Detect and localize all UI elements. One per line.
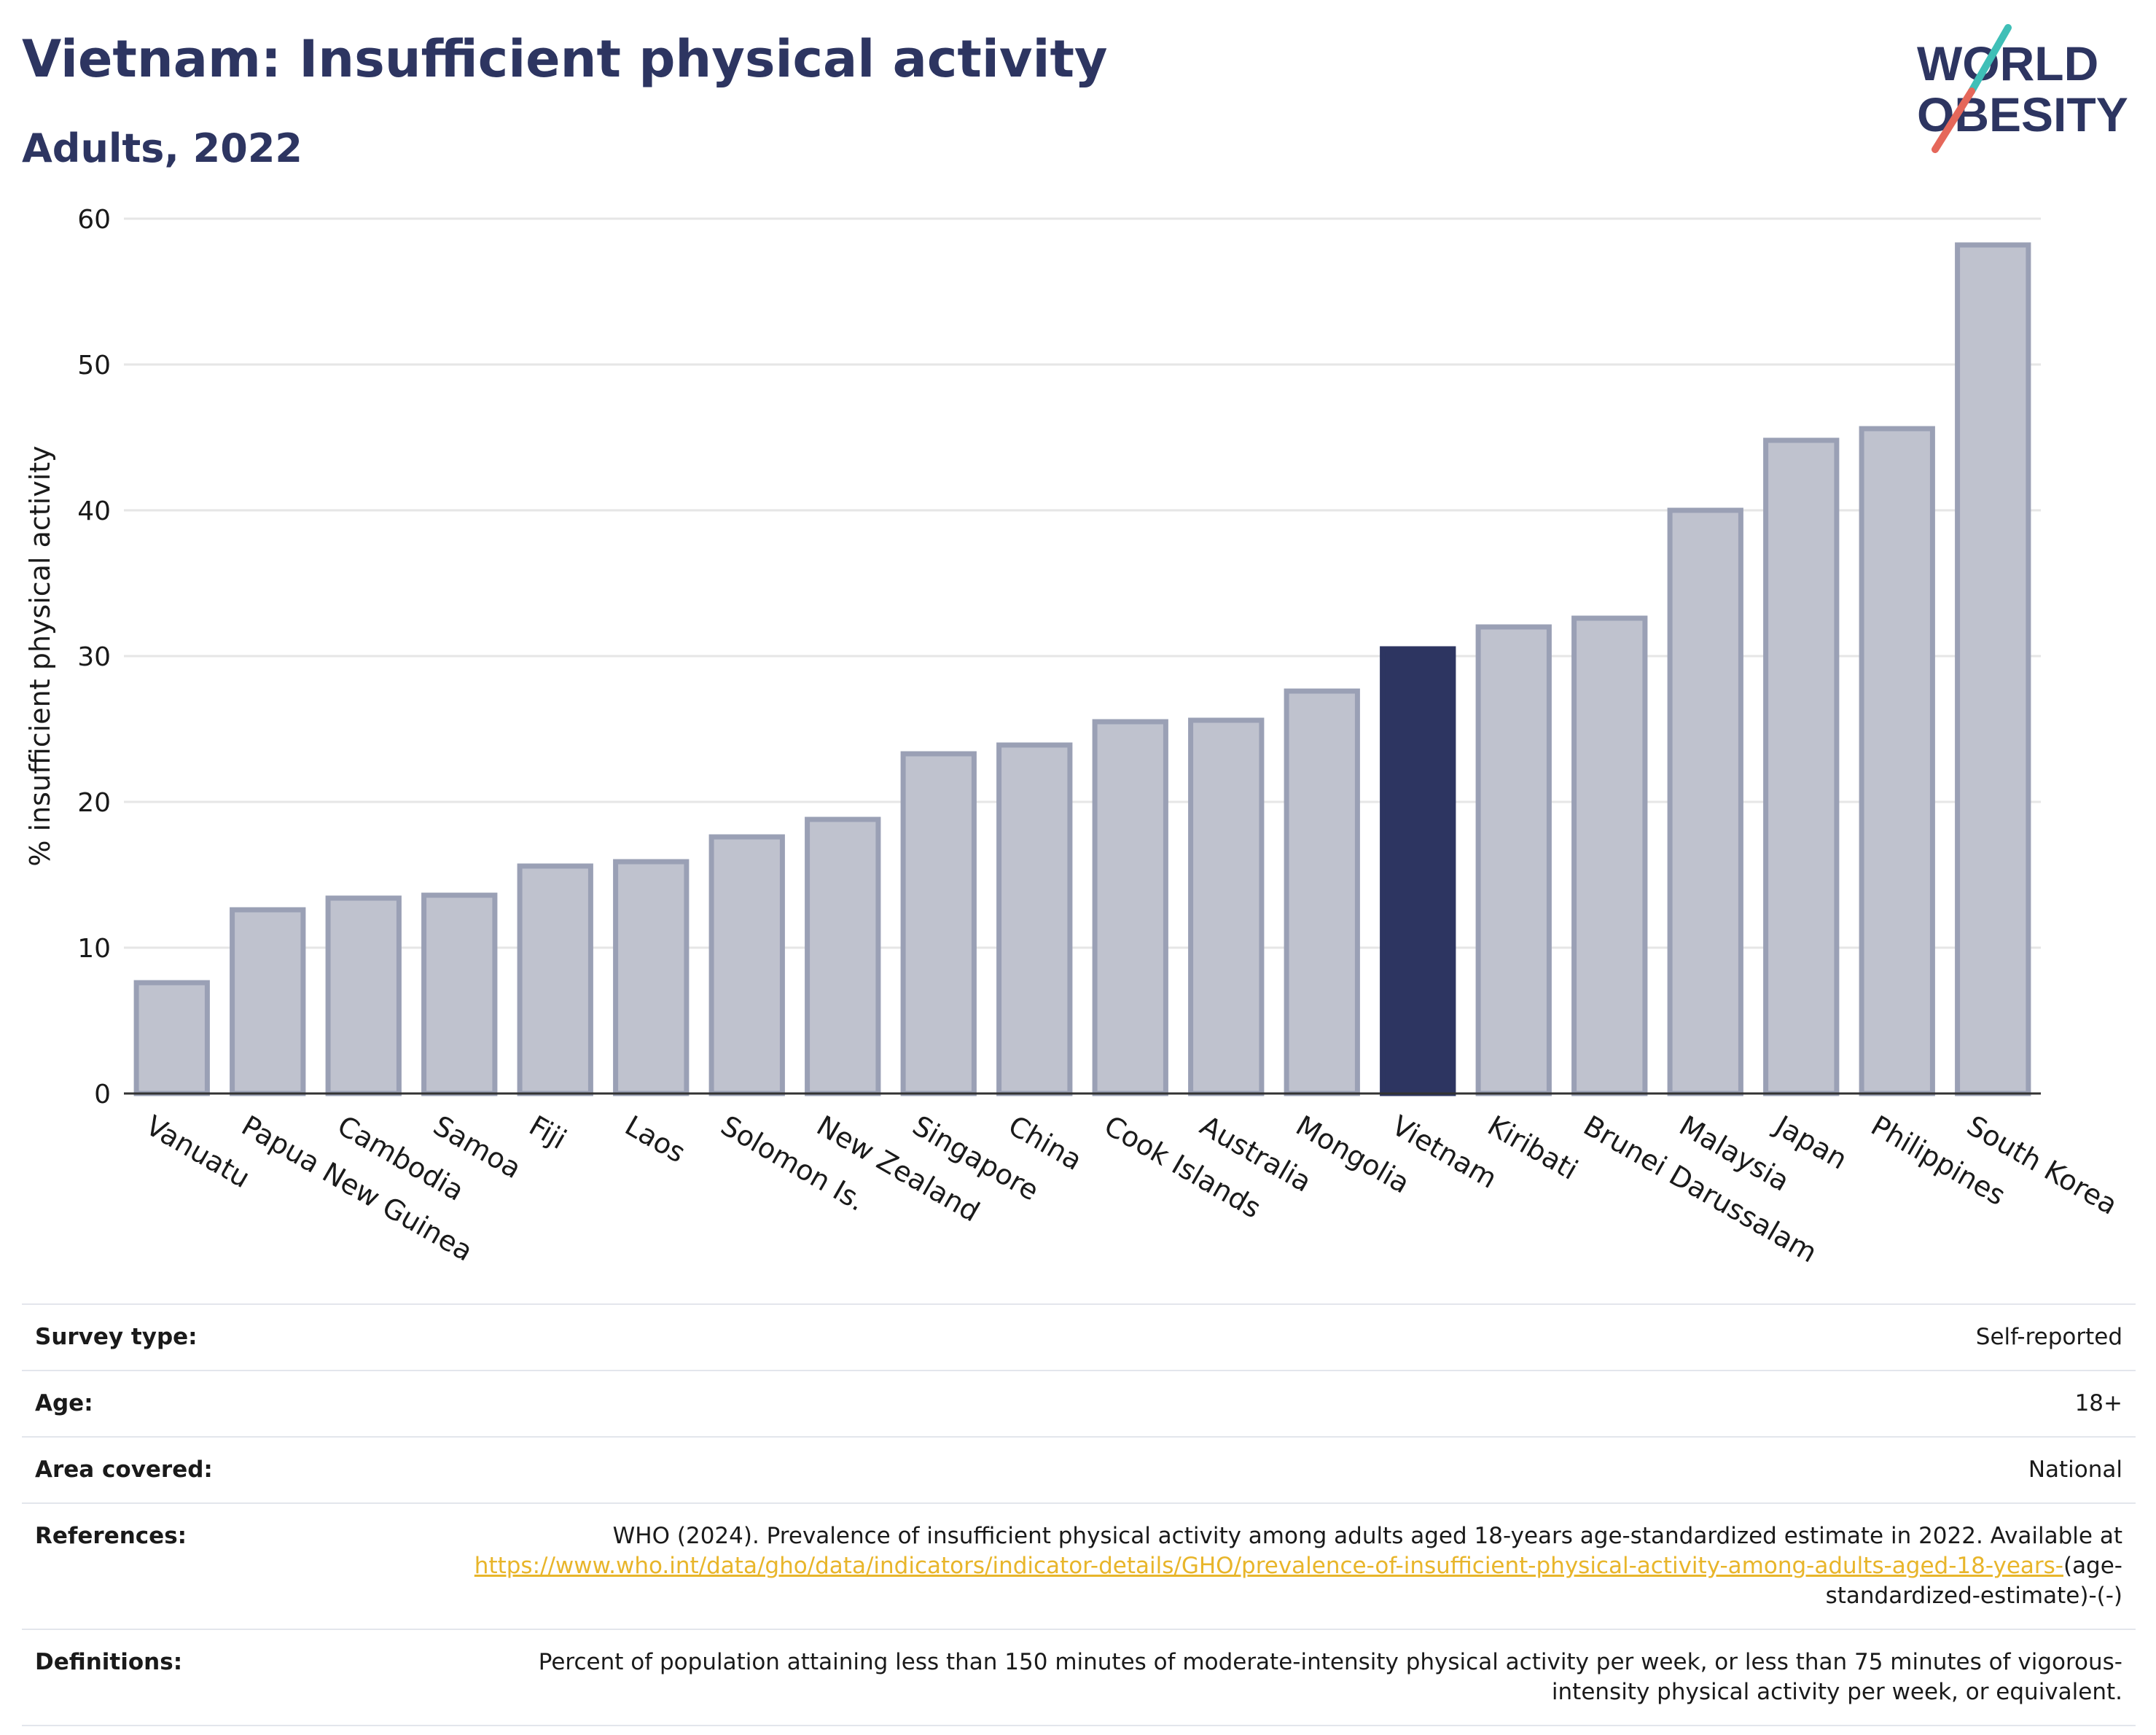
grid-lines — [124, 217, 2041, 1095]
y-tick-labels: 0 10 20 30 40 50 60 — [77, 205, 111, 1110]
meta-label: Survey type: — [35, 1324, 198, 1350]
page-title: Vietnam: Insufficient physical activity — [22, 29, 1108, 89]
bar — [613, 859, 690, 1096]
logo-text-obesity: OBESITY — [1917, 87, 2128, 141]
logo-slash-bottom — [1932, 87, 1975, 153]
bar — [1188, 717, 1265, 1096]
x-tick-label: Vanuatu — [141, 1110, 256, 1194]
y-tick-label: 60 — [77, 205, 111, 235]
bar — [230, 907, 306, 1096]
bar — [708, 834, 785, 1096]
meta-value: Self-reported — [1975, 1324, 2122, 1350]
meta-row-survey-type: Survey type: Self-reported — [22, 1305, 2136, 1371]
x-tick-label: Fiji — [524, 1110, 572, 1155]
bar — [1763, 437, 1840, 1096]
y-tick-label: 50 — [77, 351, 111, 381]
meta-value: Percent of population attaining less tha… — [538, 1649, 2122, 1705]
page-subtitle: Adults, 2022 — [22, 125, 302, 171]
x-tick-label: Laos — [620, 1110, 691, 1169]
y-tick-label: 10 — [77, 934, 111, 964]
bar — [517, 863, 593, 1096]
bar — [1955, 242, 2031, 1096]
bar — [133, 980, 210, 1096]
bar — [1571, 615, 1648, 1096]
meta-row-area-covered: Area covered: National — [22, 1438, 2136, 1504]
logo-text-world: WORLD — [1917, 36, 2098, 90]
bar — [900, 751, 977, 1096]
meta-value: National — [2028, 1457, 2122, 1483]
meta-row-definitions: Definitions: Percent of population attai… — [22, 1630, 2136, 1726]
world-obesity-logo: WORLD OBESITY — [1917, 24, 2128, 153]
meta-label: Definitions: — [35, 1649, 183, 1675]
bar — [1284, 688, 1360, 1096]
bar — [1475, 624, 1552, 1096]
reference-text-suffix: (age-standardized-estimate)-(-) — [1825, 1553, 2122, 1609]
meta-row-age: Age: 18+ — [22, 1371, 2136, 1438]
y-tick-label: 30 — [77, 642, 111, 672]
bar — [421, 892, 498, 1096]
bar — [1667, 507, 1743, 1096]
meta-label: Age: — [35, 1390, 93, 1416]
metadata-table: Survey type: Self-reported Age: 18+ Area… — [22, 1303, 2136, 1726]
bar-highlighted — [1380, 646, 1456, 1096]
reference-link[interactable]: https://www.who.int/data/gho/data/indica… — [474, 1553, 2063, 1579]
y-tick-label: 20 — [77, 788, 111, 818]
y-axis-label: % insufficient physical activity — [24, 445, 56, 866]
meta-value: 18+ — [2074, 1390, 2122, 1416]
bar — [1092, 719, 1168, 1096]
reference-text: WHO (2024). Prevalence of insufficient p… — [612, 1523, 2122, 1549]
x-tick-label: New Zealand — [811, 1110, 985, 1228]
meta-value-references: WHO (2024). Prevalence of insufficient p… — [446, 1521, 2122, 1611]
meta-label: Area covered: — [35, 1457, 213, 1483]
bar — [805, 816, 881, 1096]
meta-label: References: — [35, 1523, 187, 1549]
bar — [1859, 426, 1935, 1096]
bar — [325, 895, 402, 1096]
meta-row-references: References: WHO (2024). Prevalence of in… — [22, 1504, 2136, 1630]
y-tick-label: 40 — [77, 496, 111, 526]
bar — [996, 742, 1073, 1096]
bars — [133, 242, 2031, 1096]
y-tick-label: 0 — [94, 1080, 111, 1110]
logo-slash-top — [1968, 24, 2012, 95]
